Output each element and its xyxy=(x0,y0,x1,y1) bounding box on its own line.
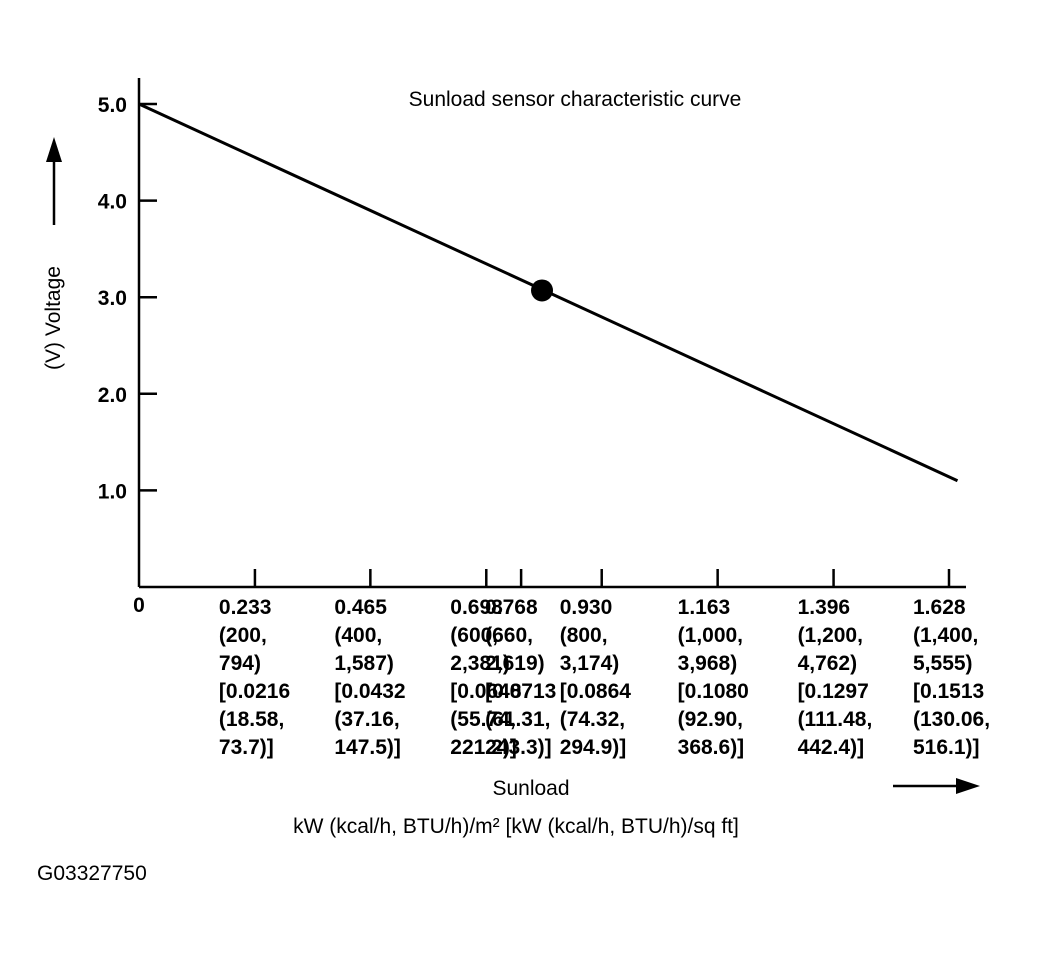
x-tick-label: (1,200, xyxy=(798,624,863,647)
x-tick-label: 0.930 xyxy=(560,596,613,619)
x-tick-label: 0.233 xyxy=(219,596,272,619)
chart-title: Sunload sensor characteristic curve xyxy=(409,88,742,111)
y-axis-label: (V) Voltage xyxy=(42,266,65,370)
x-tick-label: 0.698 xyxy=(450,596,503,619)
x-tick-label: (660, xyxy=(485,624,533,647)
x-tick-label: [0.0864 xyxy=(560,680,632,703)
x-tick-label: [0.0432 xyxy=(334,680,405,703)
x-tick-label: 5,555) xyxy=(913,652,973,675)
x-axis-unit: kW (kcal/h, BTU/h)/m² [kW (kcal/h, BTU/h… xyxy=(293,815,739,838)
chart-axes xyxy=(137,78,966,589)
data-point-marker xyxy=(531,279,554,302)
x-tick-label: (1,400, xyxy=(913,624,978,647)
x-tick-label: 1.163 xyxy=(678,596,731,619)
x-tick-label: (800, xyxy=(560,624,608,647)
origin-label: 0 xyxy=(133,594,145,617)
x-tick-label: 2,381) xyxy=(450,652,510,675)
x-tick-label: 1.628 xyxy=(913,596,966,619)
x-tick-label: (1,000, xyxy=(678,624,743,647)
x-tick-label: 221.2)] xyxy=(450,736,517,759)
x-tick-label: 1.396 xyxy=(798,596,851,619)
x-tick-label: 147.5)] xyxy=(334,736,401,759)
y-tick-label: 2.0 xyxy=(98,384,127,407)
y-tick-label: 1.0 xyxy=(98,480,127,503)
x-tick-label: [0.1513 xyxy=(913,680,984,703)
x-tick-label: 243.3)] xyxy=(485,736,552,759)
x-axis-arrow xyxy=(893,778,980,794)
y-tick-label: 3.0 xyxy=(98,287,127,310)
x-tick-label: 794) xyxy=(219,652,261,675)
x-tick-label: 368.6)] xyxy=(678,736,745,759)
x-tick-label: 0.768 xyxy=(485,596,538,619)
x-ticks: 0.233 (200, 794) [0.0216 (18.58, 73.7)] 0.465 (… xyxy=(219,569,990,759)
x-tick-label: (92.90, xyxy=(678,708,743,731)
chart-series xyxy=(138,102,959,483)
x-tick-label: 3,174) xyxy=(560,652,620,675)
x-tick-label: 4,762) xyxy=(798,652,858,675)
x-tick-label: (111.48, xyxy=(798,708,873,731)
x-tick-label: (74.32, xyxy=(560,708,625,731)
x-tick-label: 2,619) xyxy=(485,652,545,675)
x-tick-label: (55.74, xyxy=(450,708,515,731)
x-tick-label: (400, xyxy=(334,624,382,647)
x-tick-label: [0.0216 xyxy=(219,680,290,703)
y-axis-arrow xyxy=(46,137,62,225)
x-tick-label: 442.4)] xyxy=(798,736,865,759)
x-tick-label: 294.9)] xyxy=(560,736,627,759)
x-tick-label: (18.58, xyxy=(219,708,284,731)
y-tick-label: 4.0 xyxy=(98,191,127,214)
x-tick-label: 516.1)] xyxy=(913,736,980,759)
x-tick-label: 73.7)] xyxy=(219,736,274,759)
x-tick-label: 3,968) xyxy=(678,652,738,675)
x-tick-label: (200, xyxy=(219,624,267,647)
y-ticks: 1.0 2.0 3.0 4.0 5.0 xyxy=(98,94,157,503)
x-tick-label: [0.0713 xyxy=(485,680,556,703)
x-axis-label: Sunload xyxy=(492,777,569,800)
x-tick-label: [0.0648 xyxy=(450,680,522,703)
x-tick-label: (37.16, xyxy=(334,708,399,731)
y-tick-label: 5.0 xyxy=(98,94,127,117)
figure-id: G03327750 xyxy=(37,862,147,885)
x-tick-label: [0.1080 xyxy=(678,680,749,703)
x-tick-label: (61.31, xyxy=(485,708,550,731)
x-tick-label: 0.465 xyxy=(334,596,387,619)
x-tick-label: 1,587) xyxy=(334,652,394,675)
x-tick-label: (600, xyxy=(450,624,498,647)
x-tick-label: [0.1297 xyxy=(798,680,869,703)
x-tick-label: (130.06, xyxy=(913,708,990,731)
